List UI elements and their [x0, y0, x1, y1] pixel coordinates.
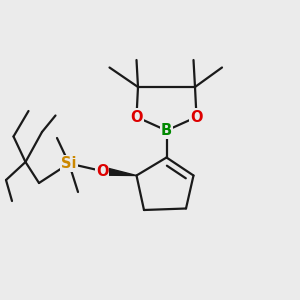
Text: O: O — [190, 110, 203, 124]
Text: O: O — [96, 164, 108, 178]
Text: Si: Si — [61, 156, 77, 171]
Text: B: B — [161, 123, 172, 138]
Text: O: O — [130, 110, 143, 124]
Polygon shape — [101, 167, 136, 176]
